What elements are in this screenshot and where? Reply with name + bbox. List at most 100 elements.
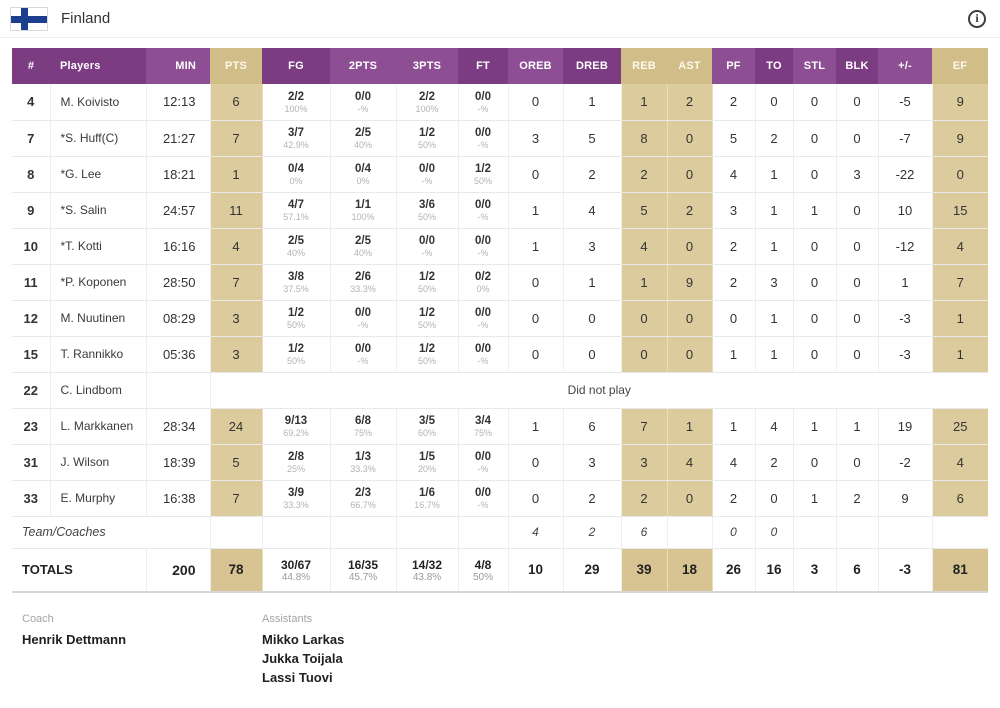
made-attempted: 0/0 xyxy=(475,127,491,139)
cell-oreb: 3 xyxy=(508,120,564,157)
cell-dreb: 6 xyxy=(563,408,622,445)
cell-ast: 0 xyxy=(667,228,713,265)
shot-percentage: 0% xyxy=(476,284,490,294)
cell-ef: 6 xyxy=(932,480,988,517)
cell-pts: 4 xyxy=(210,228,263,265)
cell-blk: 0 xyxy=(836,192,879,229)
cell-pf: 0 xyxy=(712,300,756,337)
player-row: 33 E. Murphy 16:38 7 3/9 33.3% 2/3 66.7% 1/6 16.7… xyxy=(12,480,988,517)
col-header-ft: FT xyxy=(458,48,508,84)
team-name: Finland xyxy=(61,10,111,27)
cell-number: 23 xyxy=(12,408,51,445)
cell-ef: 0 xyxy=(932,156,988,193)
cell-fg: 3/7 42.9% xyxy=(262,120,331,157)
made-attempted: 1/2 xyxy=(419,307,435,319)
cell-pts: 7 xyxy=(210,120,263,157)
made-attempted: 30/67 xyxy=(280,558,312,573)
made-attempted: 0/0 xyxy=(355,343,371,355)
made-attempted: 4/8 xyxy=(474,558,492,573)
cell-pf: 5 xyxy=(712,120,756,157)
cell-pm: 19 xyxy=(878,408,933,445)
staff-section: Coach Henrik Dettmann Assistants Mikko L… xyxy=(22,613,988,687)
cell-p2: 1/3 33.3% xyxy=(330,444,397,481)
cell-ast: 2 xyxy=(667,192,713,229)
made-attempted: 6/8 xyxy=(355,415,371,427)
cell-reb: 7 xyxy=(621,408,668,445)
assistant-name: Jukka Toijala xyxy=(262,651,343,666)
cell-blk: 6 xyxy=(836,548,879,593)
shot-percentage: 44.8% xyxy=(281,572,311,584)
cell-ast: 0 xyxy=(667,336,713,373)
assistants-block: Assistants Mikko Larkas Jukka Toijala Lass… xyxy=(262,613,502,687)
cell-dreb: 3 xyxy=(563,444,622,481)
assistant-name: Lassi Tuovi xyxy=(262,670,333,685)
cell-p3: 1/5 20% xyxy=(396,444,459,481)
cell-blk: 0 xyxy=(836,84,879,121)
cell-reb: 3 xyxy=(621,444,668,481)
cell-stl: 0 xyxy=(793,300,837,337)
cell-pf: 4 xyxy=(712,156,756,193)
cell-p3: 14/32 43.8% xyxy=(396,548,459,593)
cell-stl: 0 xyxy=(793,120,837,157)
cell-number: 8 xyxy=(12,156,51,193)
made-attempted: 0/0 xyxy=(419,163,435,175)
made-attempted: 0/0 xyxy=(475,343,491,355)
cell-stl: 0 xyxy=(793,444,837,481)
info-icon[interactable]: i xyxy=(968,9,986,28)
shot-percentage: -% xyxy=(477,356,489,366)
cell-reb: 6 xyxy=(621,516,668,549)
cell-fg: 1/2 50% xyxy=(262,300,331,337)
cell-ef: 25 xyxy=(932,408,988,445)
cell-min: 200 xyxy=(146,548,211,593)
shot-percentage: 50% xyxy=(286,320,305,330)
made-attempted: 3/4 xyxy=(475,415,491,427)
cell-blk: 2 xyxy=(836,480,879,517)
made-attempted: 0/0 xyxy=(355,90,371,103)
made-attempted: 0/0 xyxy=(475,199,491,211)
cell-oreb: 0 xyxy=(508,444,564,481)
col-header-reb: REB xyxy=(621,48,667,84)
made-attempted: 2/6 xyxy=(355,271,371,283)
cell-player-name: *S. Salin xyxy=(50,192,147,229)
shot-percentage: -% xyxy=(477,464,489,474)
cell-p2: 0/0 -% xyxy=(330,300,397,337)
made-attempted: 1/2 xyxy=(419,127,435,139)
made-attempted: 1/2 xyxy=(419,271,435,283)
cell-pm: -5 xyxy=(878,84,933,121)
cell-player-name: J. Wilson xyxy=(50,444,147,481)
cell-min: 16:16 xyxy=(146,228,211,265)
cell-number: 15 xyxy=(12,336,51,373)
col-header-p3: 3PTS xyxy=(396,48,458,84)
cell-dreb: 1 xyxy=(563,84,622,121)
cell-blk: 0 xyxy=(836,228,879,265)
made-attempted: 1/2 xyxy=(288,307,304,319)
cell-p2: 2/5 40% xyxy=(330,228,397,265)
col-header-ast: AST xyxy=(667,48,712,84)
totals-row: TOTALS 200 78 30/67 44.8% 16/35 45.7% 14/32 43.8… xyxy=(12,548,988,593)
shot-percentage: 16.7% xyxy=(414,500,440,510)
cell-min: 12:13 xyxy=(146,84,211,121)
cell-number: 33 xyxy=(12,480,51,517)
cell-min: 24:57 xyxy=(146,192,211,229)
made-attempted: 2/5 xyxy=(355,235,371,247)
cell-ft: 0/0 -% xyxy=(458,444,509,481)
cell-fg: 2/2 100% xyxy=(262,84,331,121)
col-header-stl: STL xyxy=(793,48,836,84)
cell-ef: 1 xyxy=(932,300,988,337)
shot-percentage: -% xyxy=(357,103,369,114)
shot-percentage: 66.7% xyxy=(350,500,376,510)
cell-ast: 18 xyxy=(667,548,713,593)
cell-oreb: 0 xyxy=(508,480,564,517)
coach-block: Coach Henrik Dettmann xyxy=(22,613,262,687)
player-row: 9 *S. Salin 24:57 11 4/7 57.1% 1/1 100% 3/6 50% 0/… xyxy=(12,192,988,229)
cell-player-name: E. Murphy xyxy=(50,480,147,517)
player-row: 23 L. Markkanen 28:34 24 9/13 69.2% 6/8 75% 3/5 6… xyxy=(12,408,988,445)
cell-fg xyxy=(262,516,331,549)
made-attempted: 2/3 xyxy=(355,487,371,499)
made-attempted: 1/6 xyxy=(419,487,435,499)
made-attempted: 1/2 xyxy=(288,343,304,355)
cell-reb: 0 xyxy=(621,336,668,373)
shot-percentage: 69.2% xyxy=(283,428,309,438)
cell-pf: 1 xyxy=(712,336,756,373)
cell-p2 xyxy=(330,516,397,549)
